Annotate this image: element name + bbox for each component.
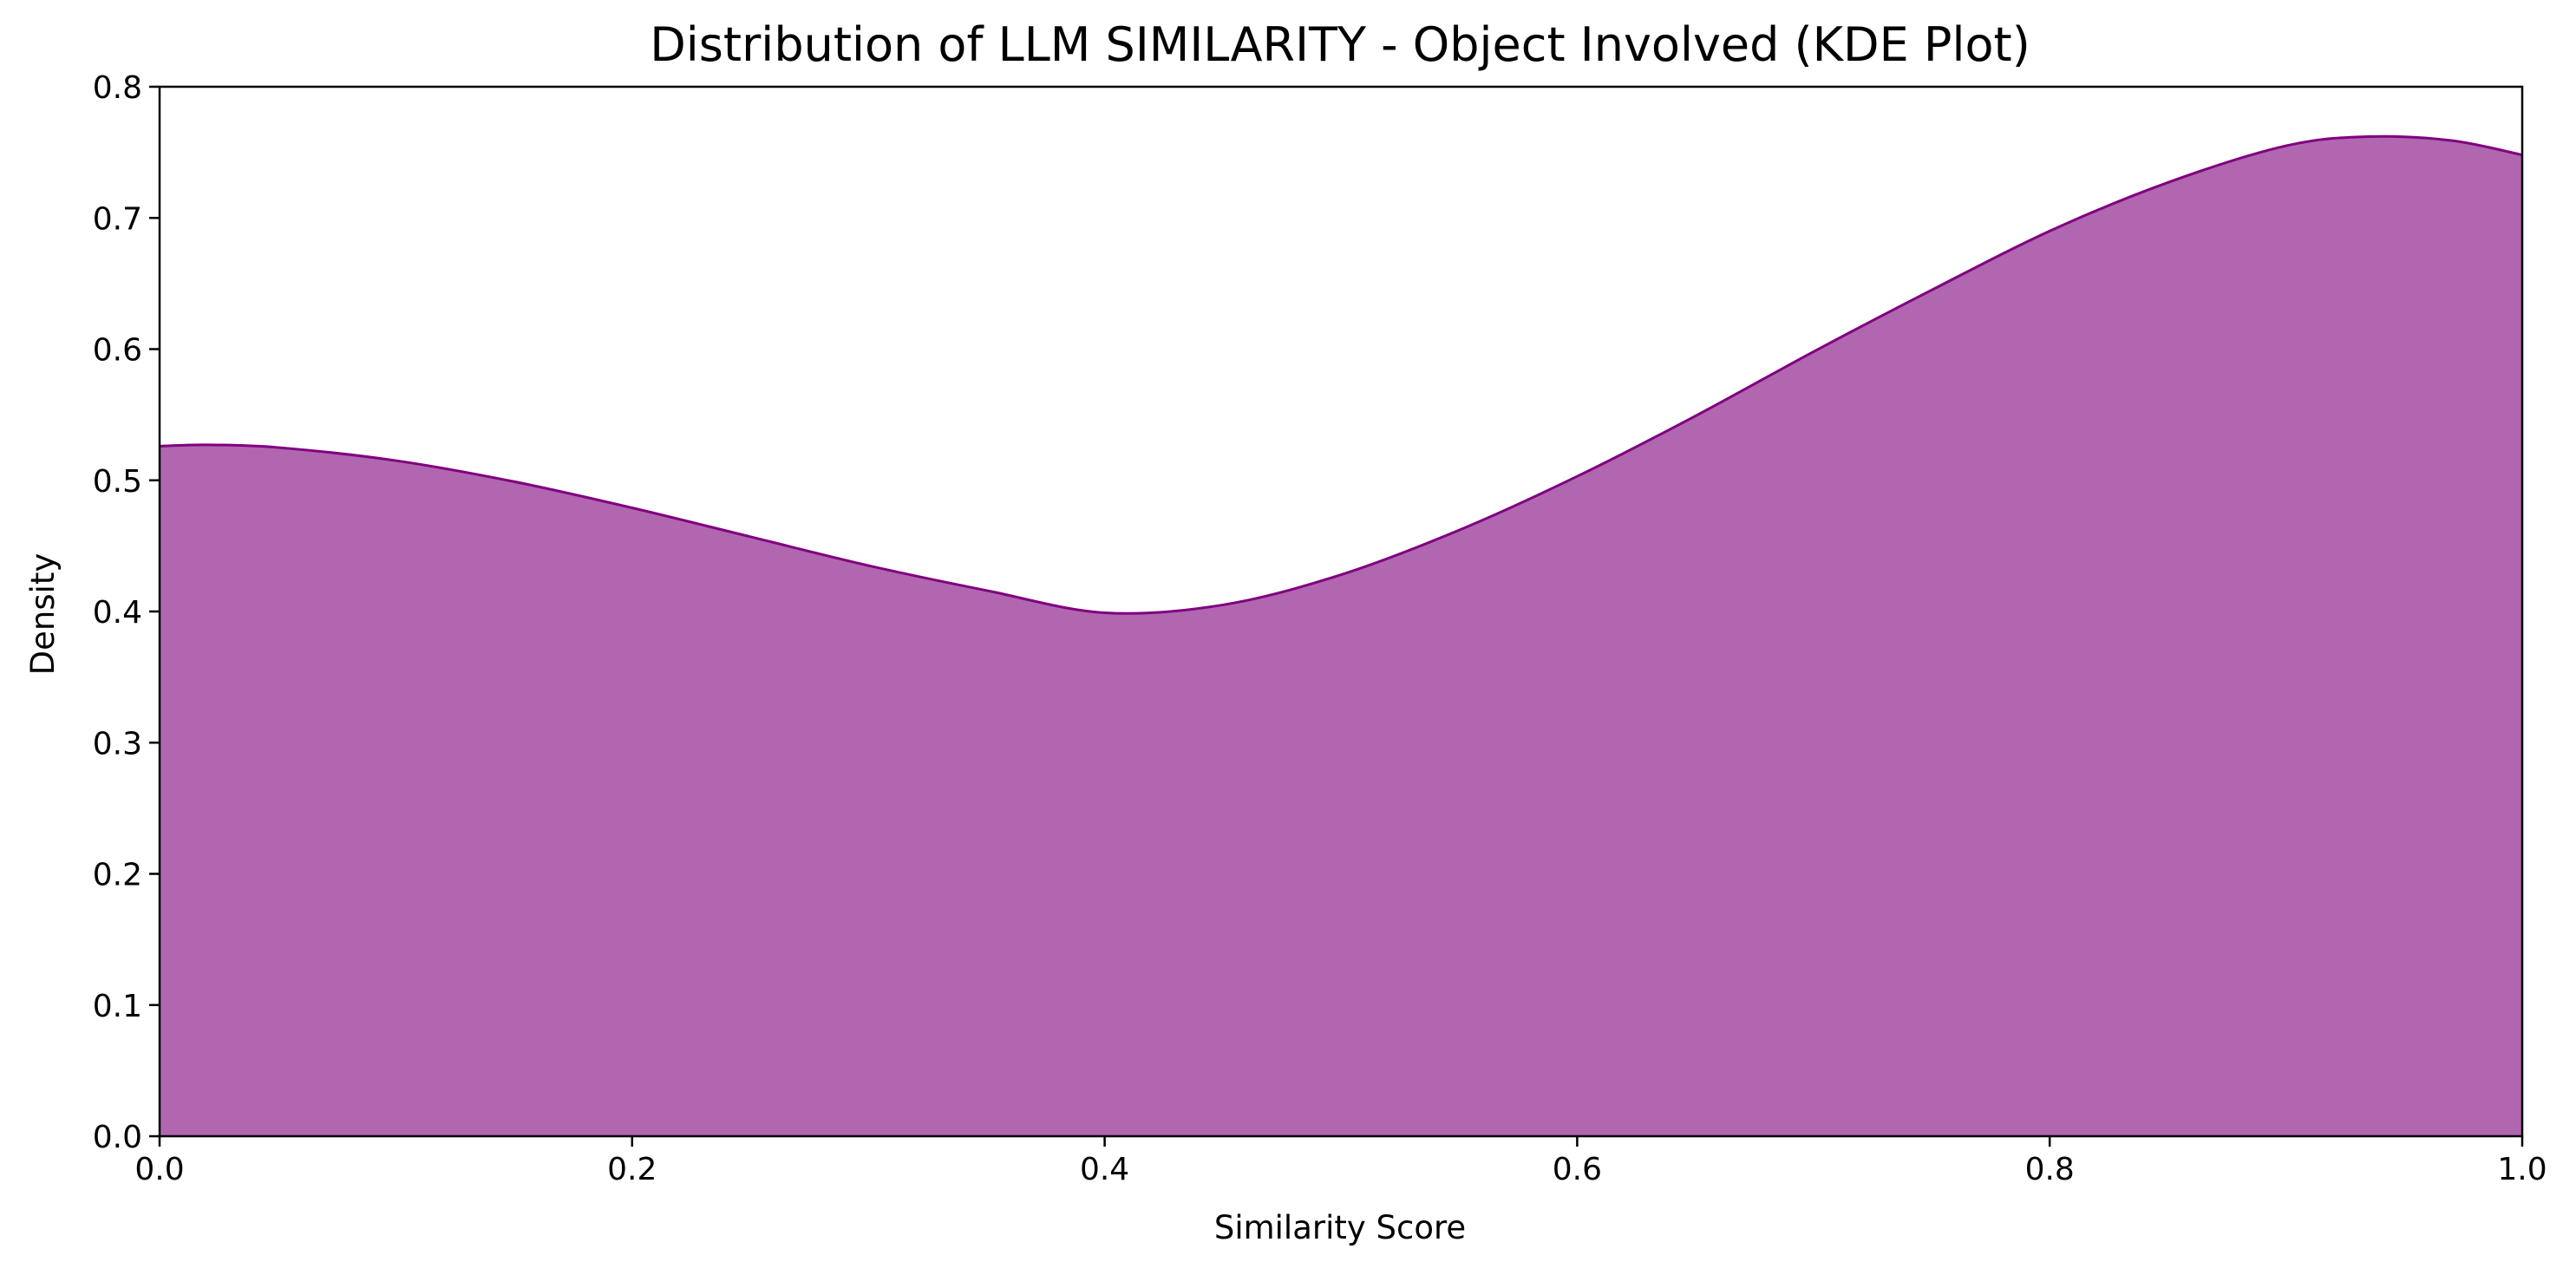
y-tick-label: 0.0 (93, 1120, 142, 1155)
axes-frame (158, 85, 2524, 1138)
x-tick-label: 0.4 (1080, 1152, 1129, 1187)
y-tick-label: 0.1 (93, 989, 142, 1024)
kde-area-fill (160, 136, 2522, 1137)
x-tick-label: 0.8 (2025, 1152, 2075, 1187)
y-tick-label: 0.8 (93, 70, 142, 106)
y-tick-label: 0.7 (93, 201, 142, 237)
x-tick-label: 0.0 (134, 1152, 184, 1187)
plot-area (159, 134, 2523, 1137)
y-axis-label: Density (24, 553, 62, 676)
x-tick-label: 1.0 (2497, 1152, 2547, 1187)
y-tick-label: 0.6 (93, 333, 142, 369)
x-axis-label: Similarity Score (1214, 1209, 1466, 1246)
x-tick-label: 0.2 (607, 1152, 657, 1187)
chart-title: Distribution of LLM SIMILARITY - Object … (650, 17, 2030, 72)
y-tick-label: 0.3 (93, 726, 142, 762)
y-axis-ticks: 0.0 0.1 0.2 0.3 0.4 0.5 0.6 0.7 0.8 (93, 70, 160, 1155)
kde-curve-line (159, 134, 2523, 615)
x-tick-label: 0.6 (1553, 1152, 1602, 1187)
y-tick-label: 0.2 (93, 858, 142, 893)
x-axis-ticks: 0.0 0.2 0.4 0.6 0.8 1.0 (134, 1136, 2547, 1187)
y-tick-label: 0.5 (93, 464, 142, 500)
y-tick-label: 0.4 (93, 595, 142, 631)
